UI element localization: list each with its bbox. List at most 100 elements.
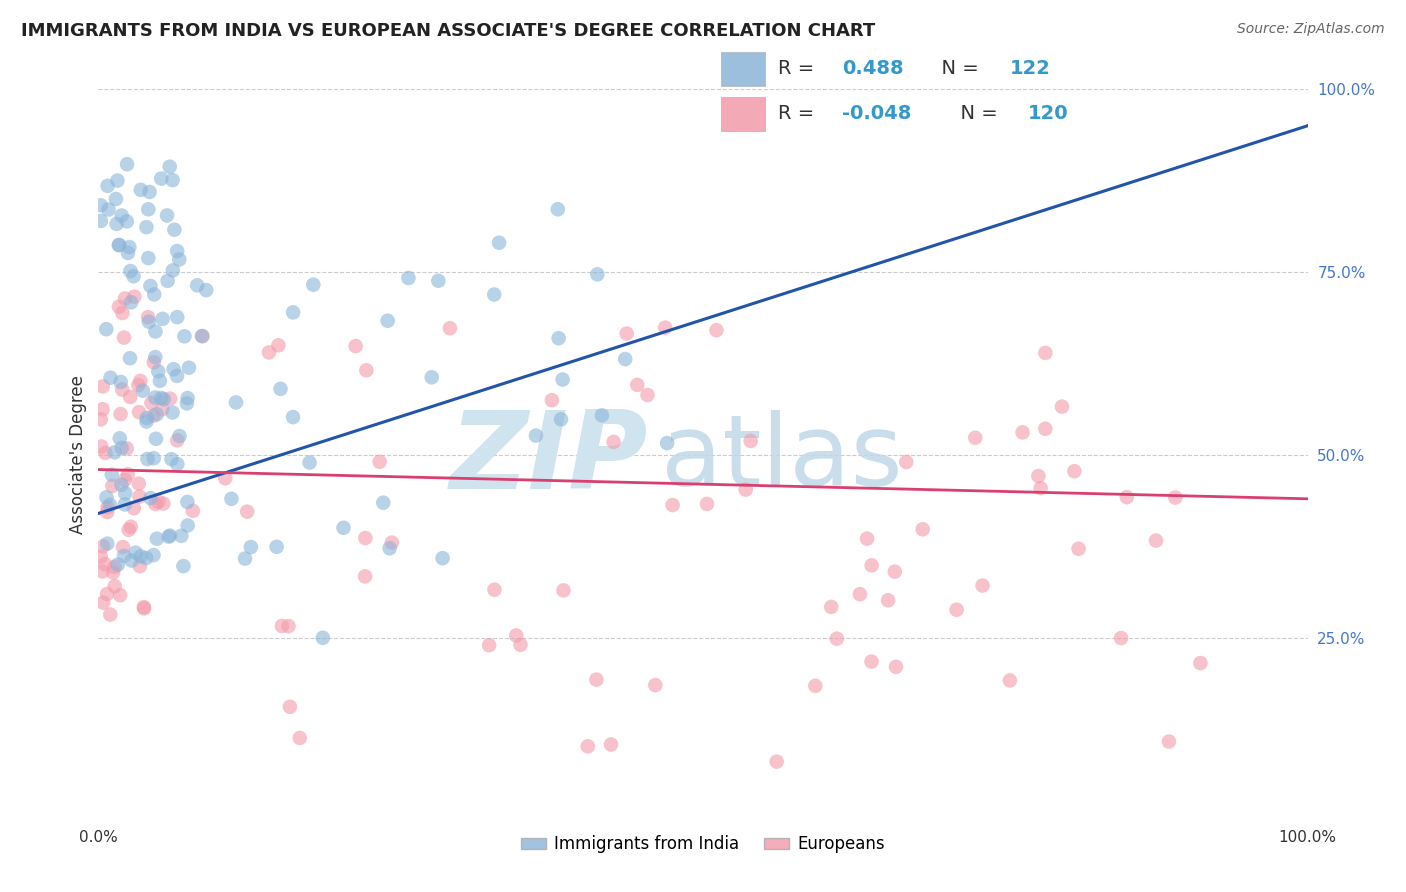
Point <box>1063 464 1085 478</box>
Point <box>91 379 114 393</box>
Point <box>117 467 139 482</box>
Point <box>101 566 124 580</box>
Point <box>271 619 294 633</box>
Point <box>143 287 166 301</box>
Point <box>104 579 127 593</box>
Point <box>110 375 132 389</box>
Point <box>505 628 527 642</box>
Point <box>91 402 114 417</box>
Point <box>602 434 624 449</box>
Point <box>120 520 142 534</box>
Point <box>381 535 404 549</box>
Point <box>849 587 872 601</box>
Point <box>157 530 180 544</box>
Point <box>877 593 900 607</box>
Point <box>860 655 883 669</box>
Point <box>696 497 718 511</box>
Point <box>108 238 131 252</box>
Point <box>166 457 188 471</box>
Point <box>637 388 659 402</box>
Point <box>118 240 141 254</box>
Point <box>135 220 157 235</box>
Point <box>104 445 127 459</box>
Point <box>547 202 569 217</box>
Point <box>236 505 259 519</box>
Point <box>160 452 183 467</box>
Text: Source: ZipAtlas.com: Source: ZipAtlas.com <box>1237 22 1385 37</box>
Point <box>152 311 174 326</box>
Point <box>1109 631 1132 645</box>
Point <box>896 455 918 469</box>
Point <box>129 183 152 197</box>
Point <box>550 412 572 426</box>
Point <box>148 364 170 378</box>
Point <box>127 378 149 392</box>
Point <box>108 431 131 445</box>
Point <box>432 551 454 566</box>
Point <box>312 631 335 645</box>
Point <box>128 490 150 504</box>
Point <box>177 360 200 375</box>
Point <box>478 638 501 652</box>
Point <box>145 325 167 339</box>
Point <box>1033 422 1056 436</box>
Point <box>706 323 728 337</box>
Point <box>166 434 188 448</box>
Point <box>108 300 131 314</box>
Point <box>344 339 367 353</box>
Point <box>524 428 547 442</box>
Point <box>97 178 120 193</box>
Point <box>169 429 191 443</box>
Point <box>884 660 907 674</box>
Point <box>114 486 136 500</box>
Point <box>108 238 131 252</box>
Point <box>136 202 159 217</box>
Point <box>214 471 236 485</box>
Point <box>965 431 987 445</box>
Point <box>257 345 280 359</box>
Point <box>124 290 146 304</box>
Point <box>150 391 173 405</box>
Point <box>128 405 150 419</box>
Point <box>96 536 118 550</box>
Point <box>139 279 162 293</box>
Point <box>945 603 967 617</box>
Point <box>541 393 564 408</box>
Point <box>740 434 762 448</box>
Point <box>121 553 143 567</box>
Point <box>825 632 848 646</box>
Point <box>134 601 156 615</box>
Point <box>96 491 118 505</box>
Point <box>734 483 756 497</box>
Point <box>1035 346 1057 360</box>
Point <box>138 185 160 199</box>
Point <box>136 310 159 325</box>
Text: 120: 120 <box>1028 104 1069 123</box>
Point <box>586 268 609 282</box>
Point <box>135 551 157 566</box>
Point <box>115 442 138 456</box>
Point <box>354 569 377 583</box>
Point <box>176 495 198 509</box>
Point <box>820 599 842 614</box>
Point <box>128 559 150 574</box>
Point <box>661 498 683 512</box>
Point <box>142 451 165 466</box>
Point <box>112 549 135 563</box>
Point <box>239 540 262 554</box>
Point <box>118 351 141 366</box>
Point <box>191 329 214 343</box>
Point <box>654 320 676 334</box>
Point <box>195 283 218 297</box>
Point <box>139 491 162 505</box>
Point <box>170 529 193 543</box>
Point <box>149 374 172 388</box>
Point <box>162 362 184 376</box>
Text: N =: N = <box>929 60 986 78</box>
Point <box>111 306 134 320</box>
Text: R =: R = <box>778 104 820 123</box>
Point <box>277 619 299 633</box>
Point <box>804 679 827 693</box>
Point <box>1050 400 1073 414</box>
Point <box>122 501 145 516</box>
